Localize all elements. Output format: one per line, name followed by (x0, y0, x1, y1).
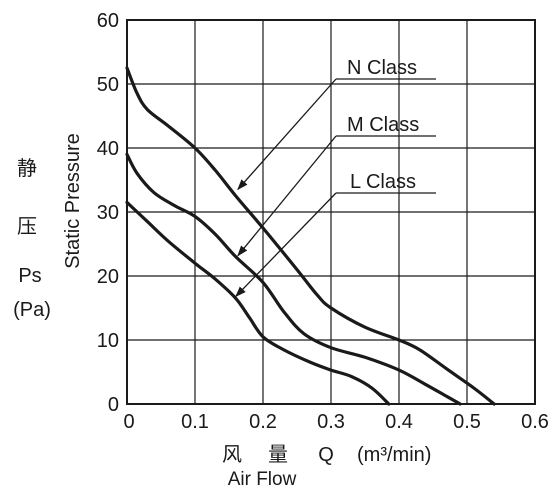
x-tick-label: 0.3 (317, 411, 345, 433)
series-label-l-class: L Class (350, 171, 416, 193)
x-tick-label: 0 (123, 411, 134, 433)
x-tick-label: 0.1 (181, 411, 209, 433)
x-tick-label: 0.2 (249, 411, 277, 433)
y-label-cn-ya: 压 (17, 216, 37, 238)
series-line-l-class (125, 200, 391, 406)
series-label-m-class: M Class (347, 114, 419, 136)
series-pointer-arrow (237, 78, 337, 191)
x-label-unit: (m³/min) (357, 444, 431, 466)
y-tick-label: 30 (97, 202, 119, 224)
plot-frame (126, 19, 536, 405)
series-line-n-class (125, 66, 496, 406)
x-label-cn-liang: 量 (268, 444, 288, 466)
x-tick-label: 0.6 (521, 411, 549, 433)
y-tick-label: 0 (108, 394, 119, 416)
y-tick-label: 20 (97, 266, 119, 288)
x-tick-label: 0.4 (385, 411, 413, 433)
series-group (125, 66, 496, 406)
x-label-cn-feng: 风 (222, 444, 242, 466)
x-tick-labels: 0 0.1 0.2 0.3 0.4 0.5 0.6 (123, 411, 548, 433)
x-axis-title-en: Air Flow (228, 469, 297, 489)
series-label-n-class: N Class (347, 57, 417, 79)
series-annotations: N Class M Class L Class (235, 57, 436, 298)
y-axis-title: Static Pressure (62, 133, 84, 269)
x-label-symbol: Q (318, 444, 334, 466)
y-tick-label: 10 (97, 330, 119, 352)
y-label-unit: (Pa) (13, 299, 51, 321)
y-tick-labels: 0 10 20 30 40 50 60 (97, 10, 119, 416)
x-tick-label: 0.5 (453, 411, 481, 433)
y-tick-label: 40 (97, 138, 119, 160)
y-label-cn-jing: 静 (17, 157, 37, 180)
y-tick-label: 60 (97, 10, 119, 32)
series-pointer-arrow (235, 192, 337, 298)
y-label-symbol: Ps (18, 265, 41, 287)
series-pointer-arrow (237, 135, 337, 257)
series-line-m-class (125, 152, 462, 406)
y-tick-label: 50 (97, 74, 119, 96)
